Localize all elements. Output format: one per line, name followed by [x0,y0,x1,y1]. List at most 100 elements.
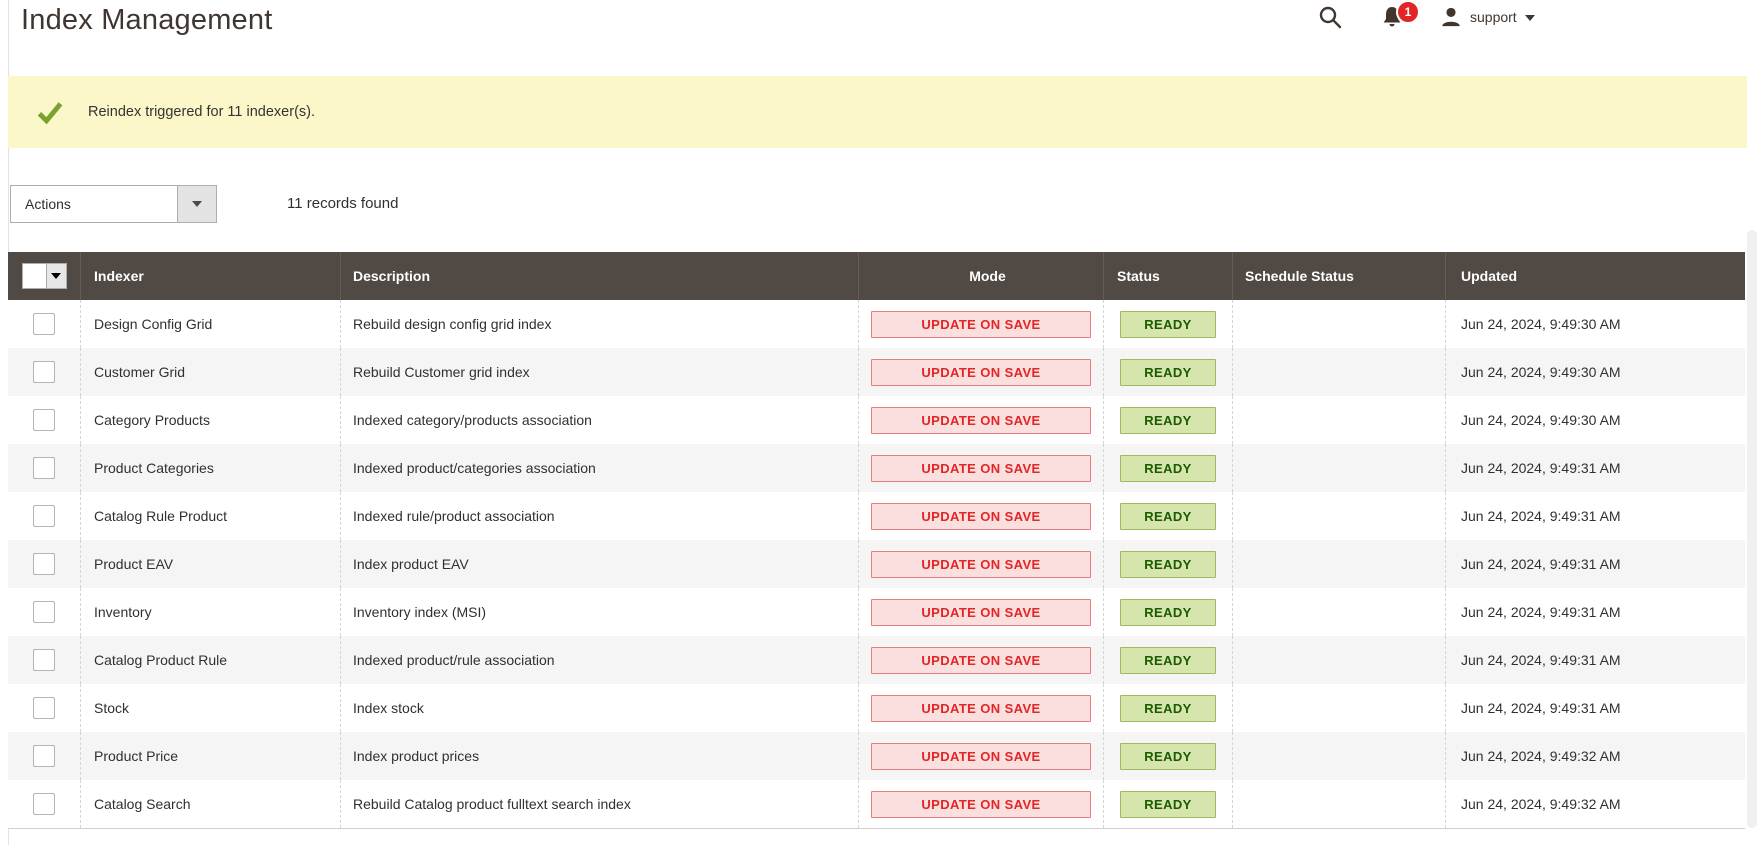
status-cell: READY [1103,492,1232,540]
updated-timestamp: Jun 24, 2024, 9:49:31 AM [1445,444,1745,492]
actions-dropdown[interactable]: Actions [10,185,217,223]
indexer-grid: Indexer Description Mode Status Schedule… [8,252,1745,829]
mode-badge: UPDATE ON SAVE [871,358,1091,386]
schedule-status [1232,684,1445,732]
mode-cell: UPDATE ON SAVE [858,780,1103,828]
notification-count-badge[interactable]: 1 [1396,0,1420,24]
row-checkbox-cell [8,636,80,684]
indexer-name: Catalog Product Rule [80,636,340,684]
chevron-down-icon [1524,15,1535,21]
updated-timestamp: Jun 24, 2024, 9:49:31 AM [1445,492,1745,540]
schedule-status [1232,300,1445,348]
grid-header-checkbox-cell [8,252,80,300]
column-header-schedule-status[interactable]: Schedule Status [1232,252,1445,300]
table-row: Catalog Rule Product Indexed rule/product… [8,492,1745,540]
column-header-updated[interactable]: Updated [1445,252,1745,300]
row-checkbox-cell [8,684,80,732]
mode-badge: UPDATE ON SAVE [871,646,1091,674]
column-header-description[interactable]: Description [340,252,858,300]
row-checkbox[interactable] [33,409,55,431]
schedule-status [1232,588,1445,636]
checkbox-box[interactable] [22,264,46,288]
schedule-status [1232,444,1445,492]
indexer-name: Customer Grid [80,348,340,396]
row-checkbox-cell [8,492,80,540]
mode-badge: UPDATE ON SAVE [871,694,1091,722]
status-cell: READY [1103,732,1232,780]
mode-cell: UPDATE ON SAVE [858,636,1103,684]
status-badge: READY [1120,406,1216,434]
page-title: Index Management [21,4,273,36]
schedule-status [1232,780,1445,828]
row-checkbox-cell [8,396,80,444]
updated-timestamp: Jun 24, 2024, 9:49:31 AM [1445,684,1745,732]
indexer-name: Product Price [80,732,340,780]
row-checkbox[interactable] [33,601,55,623]
status-badge: READY [1120,694,1216,722]
table-row: Catalog Product Rule Indexed product/rule… [8,636,1745,684]
status-badge: READY [1120,550,1216,578]
search-icon[interactable] [1318,5,1342,29]
mode-badge: UPDATE ON SAVE [871,310,1091,338]
select-all-checkbox[interactable] [21,263,67,289]
mode-badge: UPDATE ON SAVE [871,550,1091,578]
row-checkbox[interactable] [33,457,55,479]
row-checkbox[interactable] [33,313,55,335]
row-checkbox[interactable] [33,745,55,767]
status-badge: READY [1120,598,1216,626]
mode-cell: UPDATE ON SAVE [858,492,1103,540]
column-header-indexer[interactable]: Indexer [80,252,340,300]
indexer-description: Indexed rule/product association [340,492,858,540]
indexer-description: Index stock [340,684,858,732]
row-checkbox[interactable] [33,697,55,719]
status-badge: READY [1120,646,1216,674]
column-header-status[interactable]: Status [1103,252,1232,300]
table-row: Inventory Inventory index (MSI) UPDATE ON … [8,588,1745,636]
status-badge: READY [1120,310,1216,338]
status-badge: READY [1120,358,1216,386]
records-count: 11 records found [287,195,399,212]
mode-cell: UPDATE ON SAVE [858,300,1103,348]
row-checkbox-cell [8,588,80,636]
row-checkbox[interactable] [33,361,55,383]
schedule-status [1232,396,1445,444]
mode-badge: UPDATE ON SAVE [871,598,1091,626]
status-cell: READY [1103,540,1232,588]
updated-timestamp: Jun 24, 2024, 9:49:31 AM [1445,540,1745,588]
column-header-mode[interactable]: Mode [858,252,1103,300]
schedule-status [1232,732,1445,780]
schedule-status [1232,540,1445,588]
status-cell: READY [1103,444,1232,492]
table-row: Design Config Grid Rebuild design config … [8,300,1745,348]
row-checkbox[interactable] [33,649,55,671]
status-cell: READY [1103,684,1232,732]
indexer-description: Index product prices [340,732,858,780]
success-message-banner: Reindex triggered for 11 indexer(s). [8,76,1747,148]
indexer-name: Stock [80,684,340,732]
updated-timestamp: Jun 24, 2024, 9:49:30 AM [1445,396,1745,444]
row-checkbox[interactable] [33,553,55,575]
triangle-down-icon [51,273,61,279]
person-icon [1442,7,1460,27]
updated-timestamp: Jun 24, 2024, 9:49:32 AM [1445,780,1745,828]
account-menu[interactable]: support [1440,6,1535,28]
row-checkbox[interactable] [33,793,55,815]
indexer-description: Indexed product/rule association [340,636,858,684]
indexer-description: Rebuild design config grid index [340,300,858,348]
status-badge: READY [1120,742,1216,770]
mode-cell: UPDATE ON SAVE [858,348,1103,396]
schedule-status [1232,636,1445,684]
mode-cell: UPDATE ON SAVE [858,444,1103,492]
mode-badge: UPDATE ON SAVE [871,502,1091,530]
status-badge: READY [1120,502,1216,530]
row-checkbox-cell [8,540,80,588]
updated-timestamp: Jun 24, 2024, 9:49:31 AM [1445,588,1745,636]
scrollbar-track[interactable] [1747,230,1757,828]
checkbox-dropdown-arrow[interactable] [45,264,66,288]
table-row: Product EAV Index product EAV UPDATE ON SA… [8,540,1745,588]
row-checkbox[interactable] [33,505,55,527]
grid-header-row: Indexer Description Mode Status Schedule… [8,252,1745,300]
indexer-description: Indexed category/products association [340,396,858,444]
actions-dropdown-arrow[interactable] [177,186,216,222]
row-checkbox-cell [8,300,80,348]
